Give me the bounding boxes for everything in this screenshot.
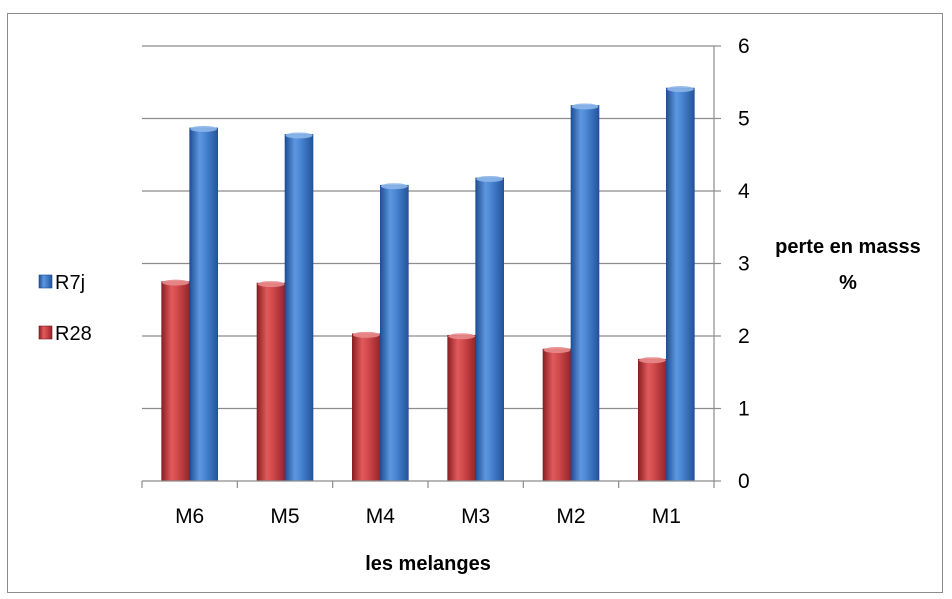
x-tick-label: M3 (461, 505, 490, 528)
bar-cap (543, 347, 571, 354)
legend-label-r28: R28 (55, 323, 92, 345)
bar-r7j-m4 (380, 184, 409, 482)
tick-labels: 0 1 2 3 4 5 6 M6 M5 M4 M3 M2 M1 (175, 35, 750, 528)
x-tick-label: M4 (366, 505, 395, 528)
bar-cap (476, 175, 504, 182)
bar-r7j-m1 (666, 87, 695, 482)
bar-r28-m1 (638, 358, 667, 482)
y-tick-label: 2 (738, 325, 750, 348)
bar-cap (638, 357, 666, 364)
x-tick-label: M1 (652, 505, 681, 528)
bar-r28-m5 (256, 282, 286, 482)
bar-r28-m2 (542, 348, 572, 482)
bar-r28-m4 (352, 333, 381, 482)
bar-cap (257, 281, 285, 288)
bar-r7j-m2 (570, 105, 600, 482)
bar-cap (666, 86, 694, 93)
bar-cap (571, 103, 599, 110)
y-tick-label: 3 (738, 253, 750, 276)
y-tick-label: 4 (738, 180, 750, 203)
x-tick-label: M5 (270, 505, 299, 528)
bars (161, 86, 695, 482)
bar-r7j-m5 (284, 134, 314, 482)
x-tick-label: M6 (175, 505, 204, 528)
bar-cap (162, 279, 190, 286)
legend-swatch-r7j (38, 274, 53, 289)
bar-r7j-m6 (189, 127, 218, 482)
y-axis-title-line-1: perte en masss (775, 236, 921, 258)
bar-r28-m6 (161, 281, 190, 482)
legend-label-r7j: R7j (55, 272, 85, 294)
x-tick-label: M2 (556, 505, 585, 528)
legend: R7j R28 (38, 272, 92, 345)
axes (141, 45, 721, 488)
y-tick-label: 0 (738, 470, 750, 493)
gridlines (142, 45, 714, 410)
y-axis-title-line-2: % (839, 272, 857, 294)
y-tick-label: 1 (738, 398, 750, 421)
y-tick-label: 5 (738, 108, 750, 131)
bar-r28-m3 (447, 334, 476, 482)
bar-r7j-m3 (475, 177, 504, 482)
bar-cap (380, 183, 408, 190)
bar-cap (448, 333, 476, 340)
bar-cap (190, 125, 218, 132)
bar-cap (352, 331, 380, 338)
legend-swatch-r28 (38, 325, 53, 340)
bar-cap (285, 132, 313, 139)
y-tick-label: 6 (738, 35, 750, 58)
x-axis-title: les melanges (365, 553, 491, 575)
